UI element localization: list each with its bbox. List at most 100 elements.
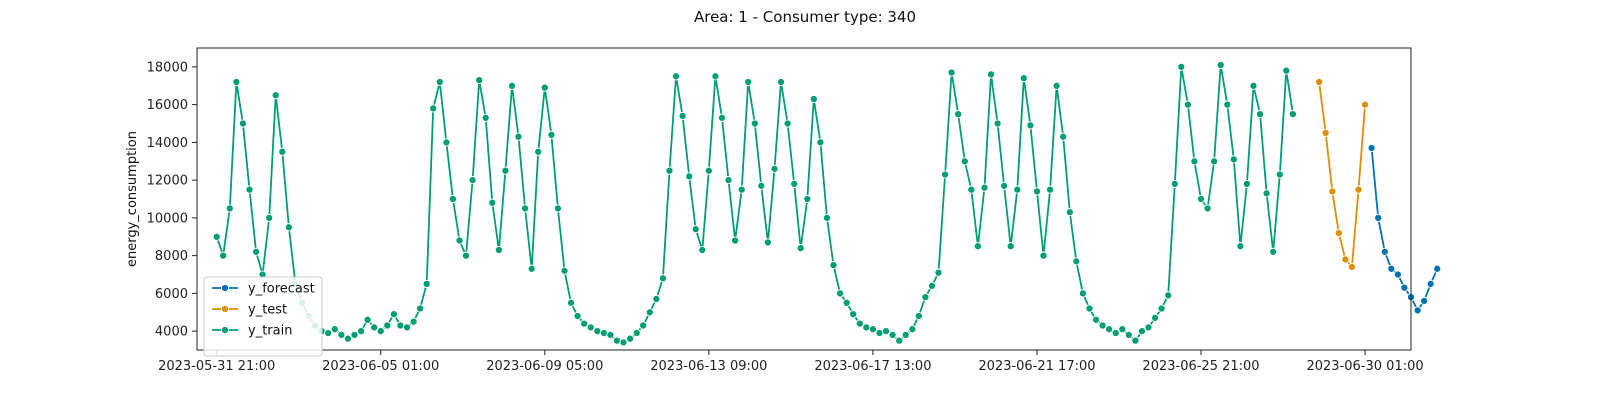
data-point-y-train-73 <box>691 225 700 234</box>
data-point-y-train-135 <box>1098 321 1107 330</box>
data-point-y-train-22 <box>357 327 366 336</box>
data-point-y-train-62 <box>619 338 628 347</box>
data-point-y-train-160 <box>1262 189 1271 198</box>
data-point-y-train-119 <box>993 119 1002 128</box>
data-point-y-train-40 <box>475 76 484 85</box>
data-point-y-train-153 <box>1216 60 1225 70</box>
data-point-y-train-98 <box>855 319 864 328</box>
data-point-y-train-68 <box>658 274 667 283</box>
data-point-y-train-81 <box>744 77 753 87</box>
data-point-y-test-0 <box>1315 77 1324 87</box>
data-point-y-train-161 <box>1269 247 1278 256</box>
data-point-y-train-86 <box>776 77 786 87</box>
data-point-y-train-21 <box>350 330 359 339</box>
data-point-y-train-47 <box>521 204 530 213</box>
data-point-y-train-20 <box>343 334 352 343</box>
legend-label-y-test: y_test <box>248 303 287 318</box>
data-point-y-train-78 <box>724 176 733 185</box>
data-point-y-train-26 <box>383 321 392 330</box>
legend-marker-y-forecast <box>220 283 230 293</box>
data-point-y-train-35 <box>442 138 451 147</box>
data-point-y-train-54 <box>566 298 576 307</box>
data-point-y-train-58 <box>593 327 602 336</box>
data-point-y-train-130 <box>1065 208 1074 217</box>
data-point-y-train-96 <box>842 298 851 307</box>
data-point-y-train-43 <box>494 245 503 255</box>
data-point-y-train-17 <box>324 328 333 338</box>
data-point-y-train-110 <box>934 268 943 277</box>
data-point-y-train-117 <box>980 183 989 192</box>
data-point-y-train-122 <box>1013 185 1022 194</box>
data-point-y-train-123 <box>1019 74 1028 83</box>
data-point-y-train-116 <box>973 242 982 251</box>
data-point-y-train-139 <box>1124 330 1133 339</box>
data-point-y-train-69 <box>665 166 674 175</box>
data-point-y-train-57 <box>586 323 595 332</box>
data-point-y-train-30 <box>409 317 418 326</box>
data-point-y-train-106 <box>908 325 917 334</box>
data-point-y-train-66 <box>645 308 654 317</box>
data-point-y-train-142 <box>1144 323 1153 332</box>
legend-marker-y-test <box>220 304 230 314</box>
data-point-y-train-138 <box>1118 325 1127 334</box>
data-point-y-train-49 <box>534 147 543 156</box>
data-point-y-train-39 <box>468 176 477 185</box>
y-tick-label-8000: 8000 <box>155 249 188 264</box>
data-point-y-train-33 <box>429 104 438 113</box>
data-point-y-train-163 <box>1282 66 1291 75</box>
data-point-y-train-84 <box>763 238 772 247</box>
data-point-y-train-126 <box>1039 251 1048 260</box>
data-point-y-train-25 <box>376 327 385 336</box>
legend-label-y-train: y_train <box>248 324 292 339</box>
data-point-y-train-103 <box>888 330 897 339</box>
data-point-y-train-154 <box>1223 100 1232 109</box>
data-point-y-train-158 <box>1249 81 1258 90</box>
data-point-y-train-0 <box>212 232 221 241</box>
data-point-y-train-56 <box>580 319 589 328</box>
data-point-y-train-107 <box>914 311 923 321</box>
data-point-y-train-10 <box>278 147 287 156</box>
data-point-y-train-90 <box>803 194 812 204</box>
x-tick-label-175: 2023-06-30 01:00 <box>1306 359 1423 374</box>
data-point-y-train-89 <box>796 244 805 253</box>
data-point-y-train-146 <box>1170 179 1179 188</box>
y-tick-label-18000: 18000 <box>147 60 188 75</box>
data-point-y-train-162 <box>1275 170 1284 179</box>
data-point-y-train-29 <box>402 323 412 332</box>
y-axis-label: energy_consumption <box>125 131 140 267</box>
data-point-y-train-112 <box>947 68 956 77</box>
data-point-y-train-31 <box>416 304 425 313</box>
data-point-y-train-164 <box>1288 110 1297 119</box>
data-point-y-train-131 <box>1072 257 1081 266</box>
data-point-y-train-150 <box>1196 194 1206 204</box>
data-point-y-train-118 <box>986 70 996 79</box>
data-point-y-train-114 <box>960 157 969 166</box>
data-point-y-train-23 <box>363 315 372 324</box>
data-point-y-train-63 <box>626 334 635 343</box>
data-point-y-train-157 <box>1242 179 1251 188</box>
legend-marker-y-train <box>220 325 230 335</box>
data-point-y-train-100 <box>868 325 877 334</box>
x-tick-label-25: 2023-06-05 01:00 <box>322 359 439 374</box>
data-point-y-forecast-3 <box>1387 264 1396 273</box>
x-tick-label-0: 2023-05-31 21:00 <box>158 359 275 374</box>
data-point-y-train-134 <box>1091 315 1101 324</box>
data-point-y-train-24 <box>370 323 379 332</box>
data-point-y-train-95 <box>836 289 845 298</box>
y-tick-label-12000: 12000 <box>147 174 188 189</box>
data-point-y-train-8 <box>265 213 274 222</box>
y-tick-label-14000: 14000 <box>147 136 188 151</box>
data-point-y-train-143 <box>1151 313 1160 322</box>
data-point-y-forecast-4 <box>1393 270 1402 279</box>
data-point-y-train-124 <box>1026 121 1035 130</box>
data-point-y-train-5 <box>245 185 254 194</box>
data-point-y-train-32 <box>422 279 431 288</box>
data-point-y-train-42 <box>488 198 497 207</box>
data-point-y-train-77 <box>717 113 727 122</box>
data-point-y-train-113 <box>954 110 963 119</box>
data-point-y-forecast-1 <box>1374 213 1383 222</box>
series-y-test <box>1315 77 1370 271</box>
chart-title: Area: 1 - Consumer type: 340 <box>694 8 916 26</box>
data-point-y-train-19 <box>337 330 346 339</box>
